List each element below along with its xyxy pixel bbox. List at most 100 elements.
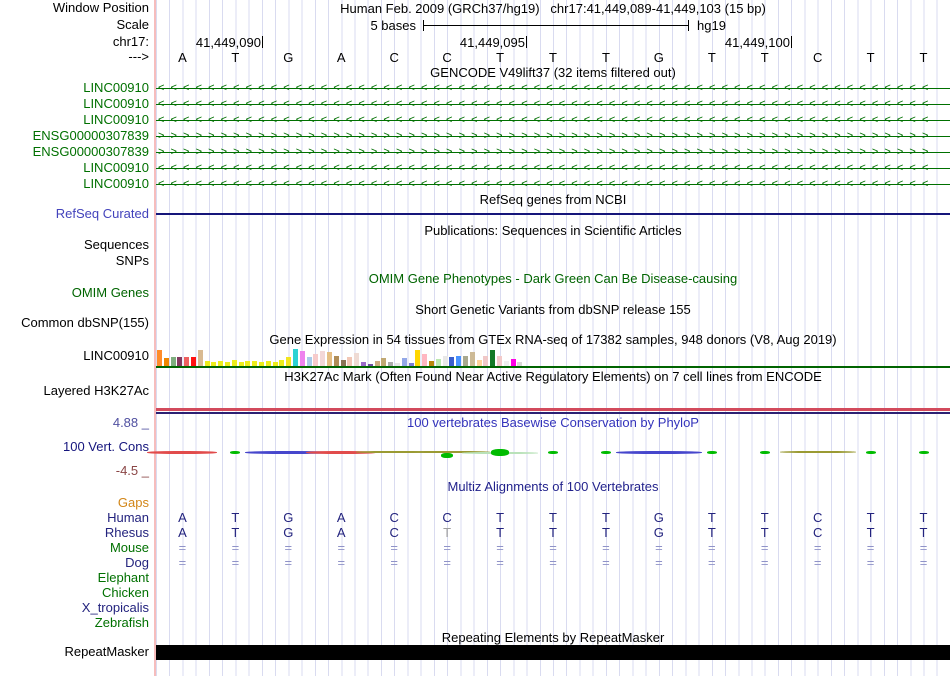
track-label-elephant[interactable]: Elephant [97,570,149,585]
track-label-chicken[interactable]: Chicken [102,585,149,600]
gtex-tissue-bar[interactable] [231,360,237,366]
gtex-tissue-bar[interactable] [435,359,441,366]
gtex-tissue-bar[interactable] [429,361,434,366]
multiz-row-x_tropicalis[interactable] [156,600,950,615]
gtex-tissue-bar[interactable] [367,364,373,366]
gtex-tissue-bar[interactable] [163,358,169,366]
multiz-row-zebrafish[interactable] [156,615,950,630]
gtex-tissue-bar[interactable] [306,357,312,366]
gtex-tissue-bar[interactable] [374,361,380,366]
track-label--[interactable]: ---> [128,49,149,64]
multiz-row-elephant[interactable] [156,570,950,585]
track-label-layered-h3k27ac[interactable]: Layered H3K27Ac [43,383,149,398]
gtex-tissue-bar[interactable] [218,361,224,366]
section-title[interactable]: Short Genetic Variants from dbSNP releas… [415,302,691,317]
gtex-tissue-bar[interactable] [483,356,489,366]
gtex-tissue-bar[interactable] [333,356,339,366]
gtex-tissue-bar[interactable] [456,356,462,366]
gtex-tissue-bar[interactable] [510,359,516,366]
track-label-linc00910[interactable]: LINC00910 [83,160,149,175]
gtex-tissue-bar[interactable] [361,362,366,366]
gtex-tissue-bar[interactable] [490,350,496,366]
gtex-tissue-bar[interactable] [401,358,407,366]
gtex-tissue-bar[interactable] [469,352,475,366]
track-label-x-tropicalis[interactable]: X_tropicalis [81,600,149,615]
track-label-omim-genes[interactable]: OMIM Genes [71,285,149,300]
track-label-window-position[interactable]: Window Position [52,0,149,15]
gtex-bar-track[interactable] [156,347,950,366]
track-label-100-vert-cons[interactable]: 100 Vert. Cons [63,439,149,454]
gene-row-ensg00000307839[interactable]: >>>>>>>>>>>>>>>>>>>>>>>>>>>>>>>>>>>>>>>>… [156,130,950,143]
gtex-tissue-bar[interactable] [449,357,455,366]
gtex-tissue-bar[interactable] [293,349,298,366]
gtex-tissue-bar[interactable] [347,357,353,366]
section-title[interactable]: RefSeq genes from NCBI [479,192,627,207]
multiz-row-mouse[interactable]: = = = = = = = = = = = = = = = [156,540,950,555]
gtex-tissue-bar[interactable] [388,362,394,366]
multiz-row-chicken[interactable] [156,585,950,600]
track-label-sequences[interactable]: Sequences [83,237,149,252]
gtex-tissue-bar[interactable] [408,363,414,366]
track-label-zebrafish[interactable]: Zebrafish [94,615,149,630]
gtex-tissue-bar[interactable] [463,356,468,366]
refseq-curated-line[interactable] [156,213,950,215]
track-label-linc00910[interactable]: LINC00910 [83,176,149,191]
gtex-tissue-bar[interactable] [476,360,482,366]
track-label-mouse[interactable]: Mouse [109,540,149,555]
track-label--4-5-[interactable]: -4.5 _ [115,463,149,478]
track-label-gaps[interactable]: Gaps [117,495,149,510]
gtex-tissue-bar[interactable] [415,350,421,366]
gtex-tissue-bar[interactable] [245,361,251,366]
gtex-tissue-bar[interactable] [177,357,183,366]
section-title[interactable]: Multiz Alignments of 100 Vertebrates [447,479,659,494]
gtex-tissue-bar[interactable] [442,356,448,366]
gene-row-ensg00000307839[interactable]: >>>>>>>>>>>>>>>>>>>>>>>>>>>>>>>>>>>>>>>>… [156,146,950,159]
track-label-scale[interactable]: Scale [116,17,149,32]
track-label-rhesus[interactable]: Rhesus [104,525,149,540]
gtex-tissue-bar[interactable] [197,350,203,366]
track-label-common-dbsnp-155-[interactable]: Common dbSNP(155) [21,315,149,330]
section-title[interactable]: Publications: Sequences in Scientific Ar… [424,223,682,238]
gtex-tissue-bar[interactable] [204,361,210,366]
gtex-tissue-bar[interactable] [340,360,346,366]
track-label-ensg00000307839[interactable]: ENSG00000307839 [32,128,149,143]
gene-row-linc00910[interactable]: <<<<<<<<<<<<<<<<<<<<<<<<<<<<<<<<<<<<<<<<… [156,114,950,127]
section-title[interactable]: H3K27Ac Mark (Often Found Near Active Re… [284,369,822,384]
gtex-tissue-bar[interactable] [381,358,387,366]
gtex-tissue-bar[interactable] [191,357,196,366]
gene-row-linc00910[interactable]: <<<<<<<<<<<<<<<<<<<<<<<<<<<<<<<<<<<<<<<<… [156,162,950,175]
track-label-linc00910[interactable]: LINC00910 [83,80,149,95]
gtex-tissue-bar[interactable] [279,360,285,366]
gtex-tissue-bar[interactable] [265,361,271,366]
section-title[interactable]: 100 vertebrates Basewise Conservation by… [407,415,699,430]
section-title[interactable]: Repeating Elements by RepeatMasker [441,630,665,645]
section-title[interactable]: OMIM Gene Phenotypes - Dark Green Can Be… [368,271,738,286]
gtex-tissue-bar[interactable] [313,354,319,366]
track-label-refseq-curated[interactable]: RefSeq Curated [55,206,149,221]
gtex-tissue-bar[interactable] [497,356,502,366]
track-label-4-88-[interactable]: 4.88 _ [112,415,149,430]
gtex-tissue-bar[interactable] [422,354,428,366]
track-label-repeatmasker[interactable]: RepeatMasker [64,644,149,659]
gtex-tissue-bar[interactable] [503,361,509,366]
gtex-tissue-bar[interactable] [259,362,264,366]
track-label-snps[interactable]: SNPs [115,253,149,268]
h3k27ac-signal-line[interactable] [156,408,950,411]
track-label-linc00910[interactable]: LINC00910 [83,112,149,127]
gtex-tissue-bar[interactable] [272,362,278,366]
gtex-tissue-bar[interactable] [184,357,190,366]
gene-row-linc00910[interactable]: <<<<<<<<<<<<<<<<<<<<<<<<<<<<<<<<<<<<<<<<… [156,82,950,95]
gtex-tissue-bar[interactable] [238,362,244,366]
track-label-dog[interactable]: Dog [125,555,149,570]
gtex-tissue-bar[interactable] [157,350,162,366]
gtex-tissue-bar[interactable] [299,351,305,366]
gtex-tissue-bar[interactable] [170,357,176,366]
track-label-chr17-[interactable]: chr17: [112,34,149,49]
multiz-row-dog[interactable]: = = = = = = = = = = = = = = = [156,555,950,570]
section-title[interactable]: Gene Expression in 54 tissues from GTEx … [269,332,837,347]
track-label-linc00910[interactable]: LINC00910 [83,348,149,363]
gtex-tissue-bar[interactable] [225,362,230,366]
gene-row-linc00910[interactable]: <<<<<<<<<<<<<<<<<<<<<<<<<<<<<<<<<<<<<<<<… [156,178,950,191]
gtex-tissue-bar[interactable] [354,353,360,366]
